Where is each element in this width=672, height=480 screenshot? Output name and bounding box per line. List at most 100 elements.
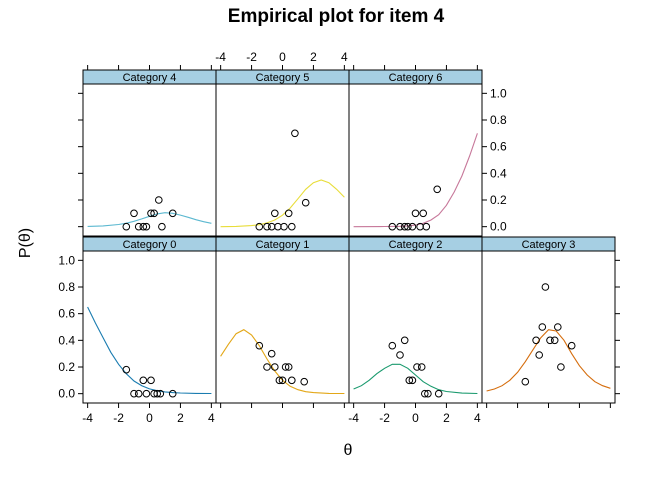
point-category-4-2 [130, 209, 138, 218]
point-category-3-9 [557, 363, 565, 371]
point-category-5-5 [274, 222, 282, 231]
point-category-3-5 [541, 283, 550, 291]
panels-layer: Category 0 Category 1 Category 2 Category 3… [82, 69, 616, 404]
strip-label-category-5: Category 5 [256, 72, 310, 84]
x-axis-bottom-col3-tick-label-0: -4 [348, 411, 359, 425]
point-category-2-6 [413, 363, 421, 371]
panel-category-0: Category 0 [82, 236, 217, 404]
x-axis-top-col1 [87, 65, 212, 70]
strip-label-category-0: Category 0 [123, 239, 177, 251]
curve-category-2 [353, 363, 478, 395]
point-category-2-10 [434, 389, 443, 398]
x-axis-bottom-col3: -4 -2 0 2 4 [348, 403, 481, 425]
x-axis-bottom-col4 [486, 403, 611, 408]
y-axis-left-bottom-tick-label-0: 0.0 [58, 387, 75, 401]
point-category-2-5 [408, 376, 417, 385]
point-category-5-4 [271, 209, 279, 218]
y-axis-left-bottom-tick-label-3: 0.6 [58, 307, 75, 321]
point-category-6-9 [422, 222, 431, 231]
point-category-0-3 [134, 389, 143, 398]
y-axis-right-top-tick-label-1: 0.2 [490, 193, 507, 207]
x-axis-top-col2: -4 -2 0 2 4 [215, 50, 348, 70]
x-axis-bottom-col1-tick-label-4: 4 [208, 411, 215, 425]
strip-label-category-3: Category 3 [522, 239, 576, 251]
y-axis-right-top-tick-label-2: 0.4 [490, 166, 507, 180]
point-category-2-9 [424, 389, 432, 398]
panel-frame-category-3 [481, 250, 616, 404]
point-category-2-3 [400, 336, 409, 345]
point-category-0-5 [142, 389, 151, 398]
x-axis-bottom-col1-tick-label-0: -4 [82, 411, 93, 425]
point-category-2-2 [396, 351, 404, 359]
point-category-5-2 [263, 222, 271, 231]
panel-category-2: Category 2 [348, 236, 483, 404]
point-category-1-7 [281, 363, 290, 371]
x-axis-bottom-col1: -4 -2 0 2 4 [82, 403, 215, 425]
x-axis-bottom-col2 [220, 403, 345, 408]
point-category-1-3 [267, 349, 276, 358]
panel-frame-category-4 [82, 83, 217, 237]
x-axis-top-col2-tick-label-3: 2 [310, 50, 317, 64]
x-axis-bottom-col1-tick-label-3: 2 [177, 411, 184, 425]
panel-frame-category-0 [82, 250, 217, 404]
point-category-2-8 [421, 389, 429, 398]
strip-label-category-4: Category 4 [123, 72, 177, 84]
point-category-2-1 [388, 341, 397, 350]
point-category-1-4 [271, 363, 279, 371]
point-category-0-6 [147, 376, 155, 385]
x-axis-top-col2-tick-label-4: 4 [341, 50, 348, 64]
point-category-6-3 [400, 222, 409, 231]
point-category-5-1 [255, 222, 264, 231]
x-axis-bottom-col1-tick-label-2: 0 [146, 411, 153, 425]
panel-category-3: Category 3 [481, 236, 616, 404]
point-category-5-9 [291, 129, 299, 138]
curve-category-4 [87, 212, 212, 227]
point-category-4-5 [142, 222, 151, 231]
x-axis-top-col2-tick-label-0: -4 [215, 50, 226, 64]
point-category-6-5 [408, 222, 417, 231]
y-axis-left-bottom-tick-label-4: 0.8 [58, 280, 75, 294]
y-axis-left-bottom-tick-label-5: 1.0 [58, 253, 75, 267]
x-axis-top-col3 [353, 65, 478, 70]
point-category-3-7 [550, 336, 559, 345]
point-category-6-4 [404, 222, 412, 231]
curve-category-0 [87, 306, 212, 395]
point-category-0-8 [153, 389, 161, 398]
point-category-1-10 [300, 377, 309, 386]
point-category-6-2 [396, 222, 404, 231]
point-category-1-2 [263, 363, 271, 371]
point-category-0-4 [139, 376, 148, 385]
point-category-2-7 [417, 363, 426, 371]
chart-title: Empirical plot for item 4 [228, 6, 445, 27]
point-category-5-7 [284, 209, 293, 218]
point-category-3-3 [535, 351, 544, 359]
point-category-1-6 [278, 376, 287, 385]
x-axis-bottom-col3-tick-label-1: -2 [379, 411, 390, 425]
x-axis-bottom-col1-tick-label-1: -2 [113, 411, 124, 425]
x-axis-top-col2-tick-label-2: 0 [279, 50, 286, 64]
panel-category-1: Category 1 [215, 236, 350, 404]
point-category-0-2 [130, 389, 138, 398]
y-axis-left-bottom-tick-label-2: 0.4 [58, 333, 75, 347]
x-axis-bottom-col3-tick-label-4: 4 [474, 411, 481, 425]
panel-category-5: Category 5 [215, 69, 350, 237]
y-axis-left-bottom-tick-label-1: 0.2 [58, 360, 75, 374]
point-category-3-4 [538, 323, 547, 331]
point-category-4-6 [147, 209, 155, 218]
panel-category-4: Category 4 [82, 69, 217, 237]
point-category-6-6 [411, 209, 420, 218]
axes-layer: -4 -2 0 2 4 -4 -2 0 2 4-4 -2 0 2 40.00.20.40.60.81.00… [58, 50, 620, 425]
point-category-6-8 [419, 209, 428, 218]
x-axis-title: θ [344, 442, 353, 459]
point-category-1-1 [255, 341, 264, 350]
point-category-6-10 [433, 185, 442, 194]
y-axis-right-top-tick-label-4: 0.8 [490, 113, 507, 127]
point-category-0-1 [122, 365, 131, 374]
point-category-5-6 [280, 222, 288, 231]
panel-category-6: Category 6 [348, 69, 483, 237]
strip-label-category-6: Category 6 [389, 72, 443, 84]
curve-category-5 [220, 179, 345, 228]
y-axis-left-bottom: 0.0 0.2 0.4 0.6 0.8 1.0 [58, 253, 83, 401]
x-axis-bottom-col3-tick-label-3: 2 [443, 411, 450, 425]
point-category-3-6 [546, 336, 554, 345]
